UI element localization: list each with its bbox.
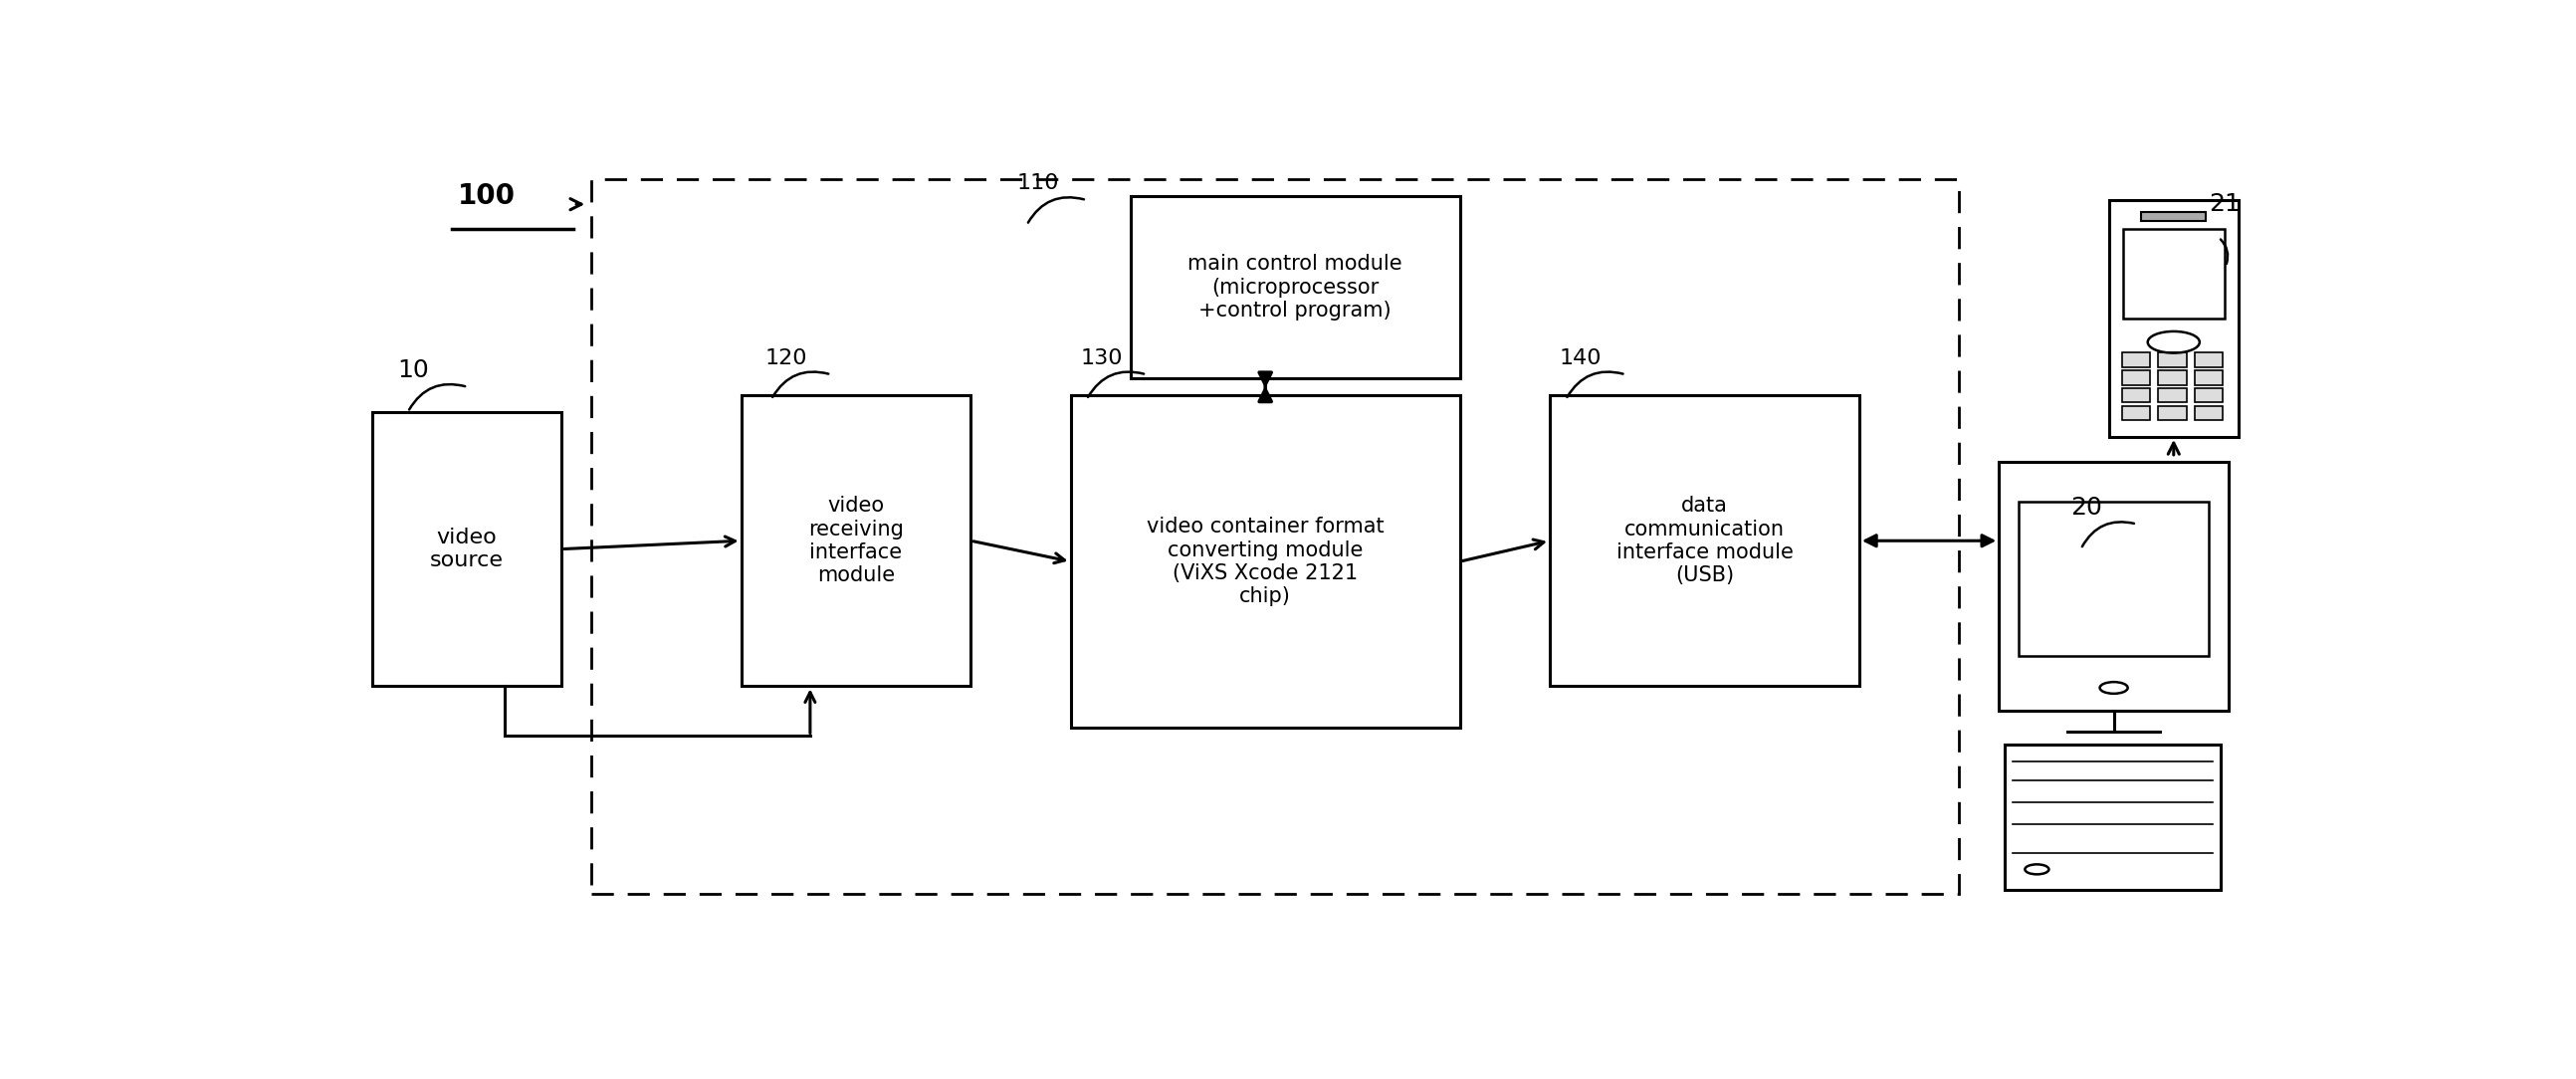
Bar (2020, 502, 2208, 656)
Bar (742, 395, 971, 686)
Bar (2123, 388, 2151, 402)
Text: video container format
converting module
(ViXS Xcode 2121
chip): video container format converting module… (1146, 517, 1383, 606)
Text: 120: 120 (765, 349, 806, 368)
Text: main control module
(microprocessor
+control program): main control module (microprocessor +con… (1188, 255, 1401, 320)
Text: 140: 140 (1561, 349, 1602, 368)
Bar (2123, 353, 2151, 367)
Bar (2195, 388, 2223, 402)
Bar (2195, 353, 2223, 367)
Text: data
communication
interface module
(USB): data communication interface module (USB… (1615, 496, 1793, 585)
Bar (2195, 406, 2223, 421)
Bar (1551, 395, 1860, 686)
Bar (2159, 406, 2187, 421)
Bar (2159, 388, 2187, 402)
Bar (1131, 196, 1461, 379)
Bar (2159, 370, 2187, 385)
Bar (1999, 462, 2228, 711)
Text: 20: 20 (2071, 495, 2102, 519)
Text: 10: 10 (397, 358, 430, 382)
Bar (1072, 395, 1461, 727)
Bar (2110, 200, 2239, 437)
Text: 110: 110 (1018, 174, 1059, 193)
Bar (592, 179, 1960, 893)
Text: 21: 21 (2208, 192, 2241, 216)
Bar (2004, 745, 2221, 890)
Text: 130: 130 (1082, 349, 1123, 368)
Text: video
source: video source (430, 528, 502, 571)
Bar (2123, 406, 2151, 421)
Text: 100: 100 (459, 182, 515, 210)
Bar (2123, 370, 2151, 385)
Bar (2195, 370, 2223, 385)
Bar (371, 412, 562, 686)
Bar (2123, 229, 2226, 318)
Bar (2159, 353, 2187, 367)
Bar (2141, 211, 2205, 221)
Text: video
receiving
interface
module: video receiving interface module (809, 496, 904, 585)
